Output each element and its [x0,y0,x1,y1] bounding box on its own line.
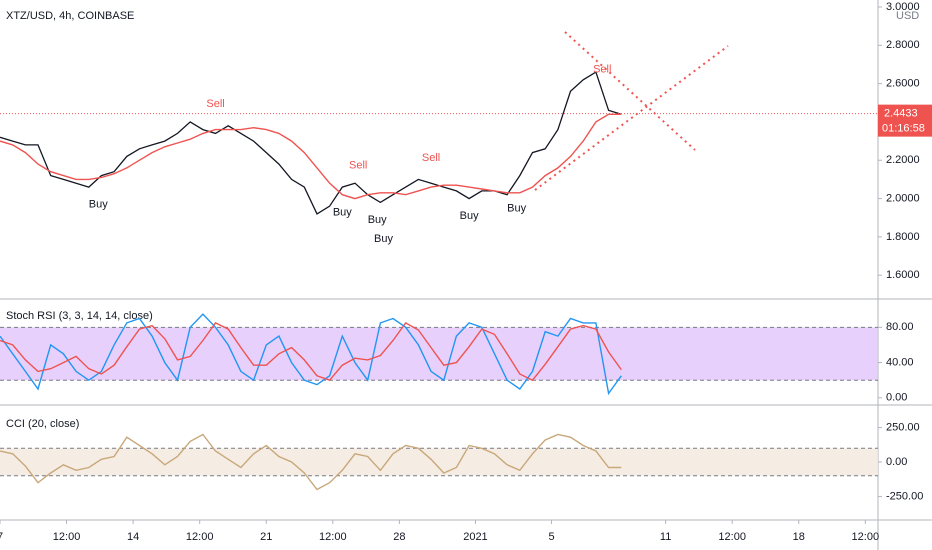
trend-line [534,45,729,191]
signal-label: Buy [374,233,393,245]
y-tick-label: 40.00 [886,356,914,368]
x-tick-label: 12:00 [319,531,347,543]
y-tick-label: 0.00 [886,392,907,404]
y-tick-label: -250.00 [886,490,923,502]
currency-label: USD [896,10,919,22]
series-line [0,321,622,382]
chart-title: XTZ/USD, 4h, COINBASE [6,10,134,22]
x-tick-label: 12:00 [53,531,81,543]
x-tick-label: 2021 [463,531,487,543]
y-tick-label: 3.0000 [886,1,920,13]
last-price-box [878,104,932,137]
y-tick-label: 1.8000 [886,231,920,243]
x-tick-label: 5 [548,531,554,543]
y-tick-label: 0.00 [886,456,907,468]
y-tick-label: 2.0000 [886,192,920,204]
x-tick-label: 12:00 [186,531,214,543]
series-line [0,313,622,396]
trend-lines [534,31,729,191]
signal-label: Buy [507,202,526,214]
y-tick-label: 2.2000 [886,154,920,166]
signal-label: Buy [89,199,108,211]
x-tick-label: 11 [660,531,671,543]
x-tick-label: 14 [127,531,139,543]
series-line [0,433,622,491]
x-tick-label: 12:00 [718,531,746,543]
signal-label: Buy [333,206,352,218]
x-tick-label: 21 [260,531,272,543]
signal-label: Sell [593,64,611,76]
band-fill [0,448,878,476]
signal-label: Buy [368,214,387,226]
pane-title: Stoch RSI (3, 3, 14, 14, close) [6,310,153,322]
countdown-label: 01:16:58 [882,123,925,135]
y-tick-label: 2.8000 [886,39,920,51]
last-price-label: 2.4433 [884,108,918,120]
signal-label: Sell [349,159,367,171]
signal-label: Sell [422,152,440,164]
signal-label: Sell [206,98,224,110]
x-tick-label: 28 [393,531,405,543]
series-line [0,113,622,200]
y-tick-label: 2.6000 [886,78,920,90]
x-tick-label: 12:00 [852,531,880,543]
signal-label: Buy [460,210,479,222]
series-line [0,71,622,215]
band-fill [0,327,878,381]
y-tick-label: 1.6000 [886,269,920,281]
pane-title: CCI (20, close) [6,418,79,430]
x-tick-label: 18 [793,531,805,543]
y-tick-label: 80.00 [886,321,914,333]
x-tick-label: 7 [0,531,3,543]
y-tick-label: 250.00 [886,422,920,434]
